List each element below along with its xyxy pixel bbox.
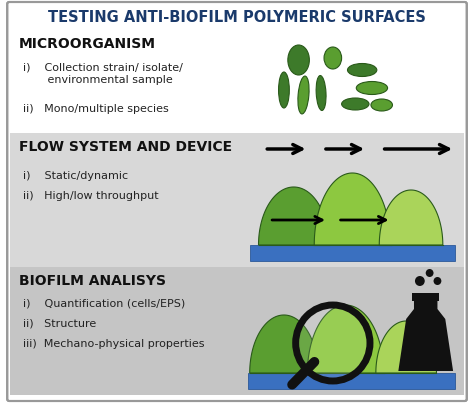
- Text: BIOFILM ANALISYS: BIOFILM ANALISYS: [19, 274, 166, 288]
- Bar: [412, 293, 439, 301]
- Polygon shape: [314, 173, 391, 245]
- Bar: [10, 30, 464, 133]
- Ellipse shape: [347, 64, 377, 77]
- Text: iii)  Mechano-physical properties: iii) Mechano-physical properties: [23, 339, 204, 349]
- Polygon shape: [258, 187, 329, 245]
- Polygon shape: [308, 305, 383, 373]
- Text: i)    Static/dynamic: i) Static/dynamic: [23, 171, 128, 181]
- Text: ii)   Mono/multiple species: ii) Mono/multiple species: [23, 104, 169, 114]
- Polygon shape: [379, 190, 443, 245]
- Bar: [248, 373, 455, 389]
- Ellipse shape: [342, 98, 369, 110]
- Circle shape: [434, 277, 441, 285]
- Text: ii)   High/low throughput: ii) High/low throughput: [23, 191, 158, 201]
- Text: TESTING ANTI-BIOFILM POLYMERIC SURFACES: TESTING ANTI-BIOFILM POLYMERIC SURFACES: [48, 10, 426, 25]
- Text: FLOW SYSTEM AND DEVICE: FLOW SYSTEM AND DEVICE: [19, 140, 232, 154]
- Text: MICROORGANISM: MICROORGANISM: [19, 37, 156, 51]
- Polygon shape: [376, 321, 437, 373]
- Ellipse shape: [324, 47, 342, 69]
- Ellipse shape: [371, 99, 392, 111]
- Ellipse shape: [316, 75, 326, 110]
- Circle shape: [298, 307, 368, 379]
- FancyBboxPatch shape: [7, 2, 467, 401]
- Bar: [10, 133, 464, 267]
- Ellipse shape: [356, 81, 388, 94]
- Circle shape: [415, 276, 425, 286]
- Text: i)    Quantification (cells/EPS): i) Quantification (cells/EPS): [23, 299, 185, 309]
- Polygon shape: [398, 299, 453, 371]
- Ellipse shape: [288, 45, 310, 75]
- Bar: [10, 267, 464, 395]
- Text: ii)   Structure: ii) Structure: [23, 319, 96, 329]
- Bar: [250, 245, 455, 261]
- Circle shape: [426, 269, 434, 277]
- Ellipse shape: [279, 72, 289, 108]
- Polygon shape: [250, 315, 318, 373]
- Ellipse shape: [298, 76, 309, 114]
- Text: i)    Collection strain/ isolate/
       environmental sample: i) Collection strain/ isolate/ environme…: [23, 62, 183, 85]
